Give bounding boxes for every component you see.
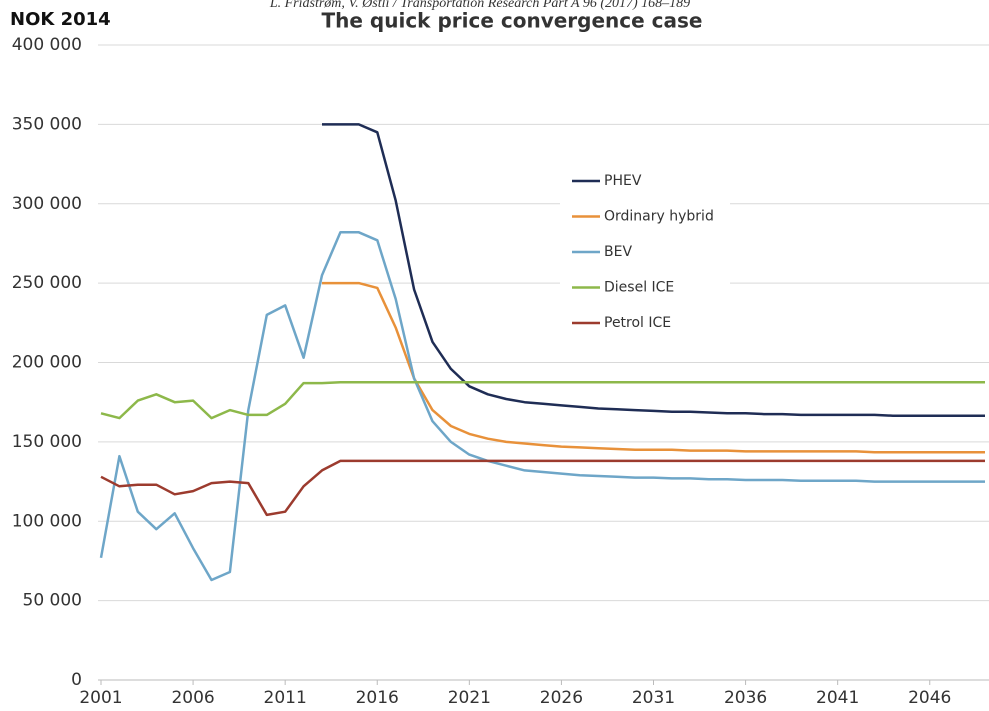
page-header: L. Fridstrøm, V. Østli / Transportation … — [269, 0, 690, 11]
series-line — [99, 231, 985, 582]
series-line — [322, 123, 985, 417]
x-tick-label: 2011 — [264, 688, 307, 708]
y-tick-label: 150 000 — [12, 432, 82, 452]
legend-label: Ordinary hybrid — [604, 209, 714, 225]
x-tick-label: 2036 — [724, 688, 767, 708]
y-tick-label: 100 000 — [12, 511, 82, 531]
y-tick-label: 50 000 — [23, 591, 82, 611]
legend-label: BEV — [604, 244, 632, 260]
series-line — [100, 459, 985, 517]
y-tick-label: 200 000 — [12, 353, 82, 373]
legend-background — [560, 161, 730, 347]
x-tick-label: 2046 — [908, 688, 951, 708]
x-tick-label: 2001 — [79, 688, 122, 708]
y-tick-label: 300 000 — [12, 194, 82, 214]
chart-title: The quick price convergence case — [322, 9, 703, 33]
y-tick-label: 400 000 — [12, 35, 82, 55]
series-line — [322, 281, 985, 454]
x-tick-label: 2021 — [448, 688, 491, 708]
legend-label: PHEV — [604, 173, 642, 189]
x-tick-label: 2041 — [816, 688, 859, 708]
x-tick-label: 2016 — [356, 688, 399, 708]
y-tick-label: 0 — [71, 670, 82, 690]
legend-label: Petrol ICE — [604, 315, 671, 331]
y-axis-label: NOK 2014 — [10, 9, 111, 30]
x-tick-label: 2006 — [171, 688, 214, 708]
x-tick-label: 2031 — [632, 688, 675, 708]
y-tick-label: 250 000 — [12, 273, 82, 293]
y-tick-label: 350 000 — [12, 114, 82, 134]
x-tick-label: 2026 — [540, 688, 583, 708]
series-line — [100, 381, 985, 420]
legend-label: Diesel ICE — [604, 280, 674, 296]
